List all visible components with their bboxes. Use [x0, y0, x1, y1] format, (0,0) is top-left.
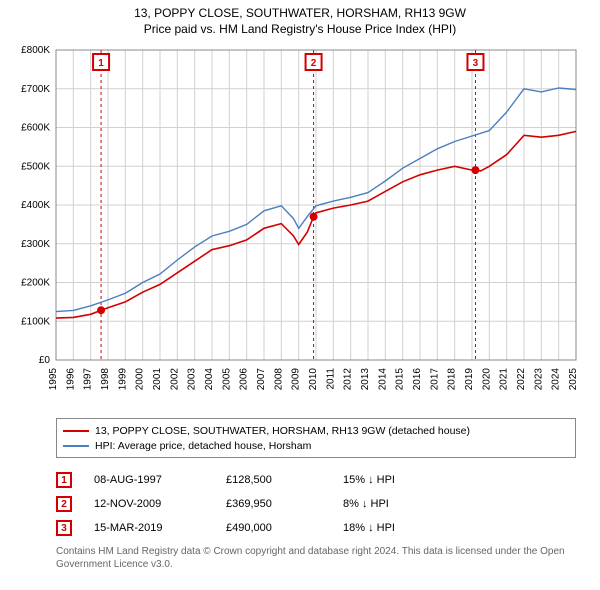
event-badge: 2 [56, 496, 72, 512]
legend-row: HPI: Average price, detached house, Hors… [63, 438, 569, 453]
svg-text:2022: 2022 [516, 368, 527, 391]
svg-text:£600K: £600K [21, 123, 50, 134]
svg-text:2017: 2017 [429, 368, 440, 391]
svg-text:2: 2 [311, 58, 317, 69]
svg-text:1996: 1996 [65, 368, 76, 391]
chart-title: 13, POPPY CLOSE, SOUTHWATER, HORSHAM, RH… [8, 6, 592, 20]
svg-text:£400K: £400K [21, 200, 50, 211]
svg-text:2015: 2015 [395, 368, 406, 391]
event-date: 15-MAR-2019 [94, 522, 204, 534]
event-row: 2 12-NOV-2009 £369,950 8% ↓ HPI [56, 492, 576, 516]
event-delta: 8% ↓ HPI [343, 498, 453, 510]
svg-text:1995: 1995 [48, 368, 59, 391]
svg-text:2006: 2006 [239, 368, 250, 391]
svg-text:2021: 2021 [499, 368, 510, 391]
chart-area: £0 £100K £200K £300K £400K £500K £600K £700K £80… [0, 40, 600, 410]
svg-text:1998: 1998 [100, 368, 111, 391]
svg-text:2001: 2001 [152, 368, 163, 391]
svg-text:2003: 2003 [187, 368, 198, 391]
legend-box: 13, POPPY CLOSE, SOUTHWATER, HORSHAM, RH… [56, 418, 576, 458]
svg-text:2010: 2010 [308, 368, 319, 391]
svg-text:2013: 2013 [360, 368, 371, 391]
svg-text:2011: 2011 [325, 368, 336, 390]
svg-text:2024: 2024 [551, 368, 562, 391]
svg-text:2008: 2008 [273, 368, 284, 391]
line-chart: £0 £100K £200K £300K £400K £500K £600K £700K £80… [0, 40, 600, 410]
svg-text:2018: 2018 [447, 368, 458, 391]
legend-row: 13, POPPY CLOSE, SOUTHWATER, HORSHAM, RH… [63, 423, 569, 438]
event-date: 08-AUG-1997 [94, 474, 204, 486]
event-row: 3 15-MAR-2019 £490,000 18% ↓ HPI [56, 516, 576, 540]
event-badge: 1 [56, 472, 72, 488]
svg-text:2025: 2025 [568, 368, 579, 391]
event-delta: 18% ↓ HPI [343, 522, 453, 534]
svg-text:3: 3 [473, 58, 479, 69]
svg-text:2014: 2014 [377, 368, 388, 391]
svg-text:1: 1 [98, 58, 104, 69]
svg-text:1997: 1997 [83, 368, 94, 391]
svg-text:£300K: £300K [21, 239, 50, 250]
legend-swatch [63, 445, 89, 447]
attribution-text: Contains HM Land Registry data © Crown c… [56, 546, 576, 571]
svg-text:2023: 2023 [533, 368, 544, 391]
events-table: 1 08-AUG-1997 £128,500 15% ↓ HPI 2 12-NOV-200… [56, 468, 576, 540]
svg-text:£700K: £700K [21, 84, 50, 95]
event-row: 1 08-AUG-1997 £128,500 15% ↓ HPI [56, 468, 576, 492]
svg-text:2004: 2004 [204, 368, 215, 391]
svg-text:1999: 1999 [117, 368, 128, 391]
svg-text:£500K: £500K [21, 161, 50, 172]
legend-swatch [63, 430, 89, 432]
legend-label: HPI: Average price, detached house, Hors… [95, 440, 311, 452]
svg-text:£200K: £200K [21, 278, 50, 289]
event-delta: 15% ↓ HPI [343, 474, 453, 486]
legend-label: 13, POPPY CLOSE, SOUTHWATER, HORSHAM, RH… [95, 425, 470, 437]
svg-text:2009: 2009 [291, 368, 302, 391]
svg-text:2002: 2002 [169, 368, 180, 391]
chart-subtitle: Price paid vs. HM Land Registry's House … [8, 22, 592, 36]
svg-text:2020: 2020 [481, 368, 492, 391]
svg-text:£0: £0 [39, 355, 51, 366]
svg-text:2007: 2007 [256, 368, 267, 391]
event-date: 12-NOV-2009 [94, 498, 204, 510]
event-price: £128,500 [226, 474, 321, 486]
event-badge: 3 [56, 520, 72, 536]
chart-titles: 13, POPPY CLOSE, SOUTHWATER, HORSHAM, RH… [0, 0, 600, 40]
svg-text:£100K: £100K [21, 316, 50, 327]
event-price: £490,000 [226, 522, 321, 534]
event-price: £369,950 [226, 498, 321, 510]
svg-text:2005: 2005 [221, 368, 232, 391]
svg-text:2016: 2016 [412, 368, 423, 391]
svg-text:2000: 2000 [135, 368, 146, 391]
svg-text:2012: 2012 [343, 368, 354, 391]
svg-text:£800K: £800K [21, 45, 50, 56]
svg-text:2019: 2019 [464, 368, 475, 391]
